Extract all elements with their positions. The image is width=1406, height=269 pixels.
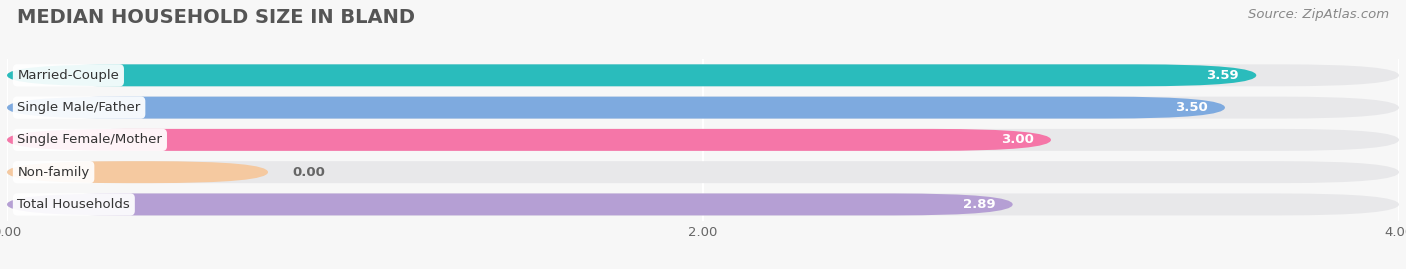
Text: 2.89: 2.89 [963, 198, 995, 211]
Text: 3.00: 3.00 [1001, 133, 1033, 146]
FancyBboxPatch shape [7, 161, 1399, 183]
Text: 3.50: 3.50 [1175, 101, 1208, 114]
Text: Non-family: Non-family [17, 166, 90, 179]
Text: Single Male/Father: Single Male/Father [17, 101, 141, 114]
FancyBboxPatch shape [7, 193, 1012, 215]
FancyBboxPatch shape [7, 161, 269, 183]
Text: 3.59: 3.59 [1206, 69, 1239, 82]
Text: MEDIAN HOUSEHOLD SIZE IN BLAND: MEDIAN HOUSEHOLD SIZE IN BLAND [17, 8, 415, 27]
FancyBboxPatch shape [7, 129, 1399, 151]
Text: Total Households: Total Households [17, 198, 131, 211]
FancyBboxPatch shape [7, 129, 1050, 151]
FancyBboxPatch shape [7, 97, 1399, 119]
FancyBboxPatch shape [7, 64, 1399, 86]
FancyBboxPatch shape [7, 64, 1257, 86]
Text: Source: ZipAtlas.com: Source: ZipAtlas.com [1249, 8, 1389, 21]
Text: Single Female/Mother: Single Female/Mother [17, 133, 162, 146]
FancyBboxPatch shape [7, 97, 1225, 119]
FancyBboxPatch shape [7, 193, 1399, 215]
Text: 0.00: 0.00 [292, 166, 325, 179]
Text: Married-Couple: Married-Couple [17, 69, 120, 82]
